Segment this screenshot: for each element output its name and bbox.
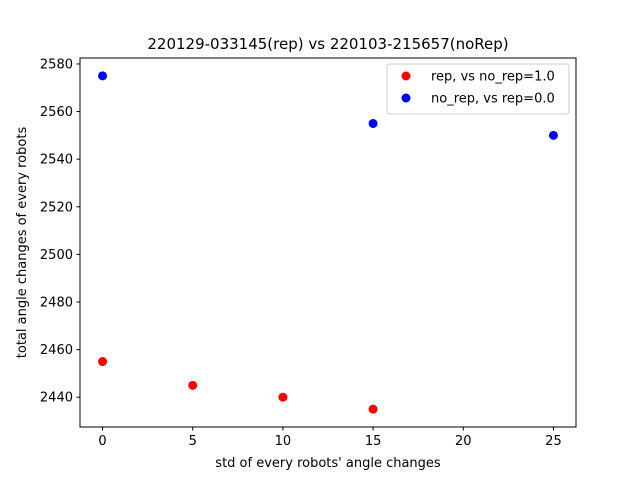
legend-label-rep: rep, vs no_rep=1.0 <box>431 70 555 85</box>
x-tick-label: 0 <box>98 434 106 449</box>
x-tick-label: 20 <box>455 434 472 449</box>
legend-marker-rep <box>401 71 411 81</box>
x-tick-label: 25 <box>545 434 562 449</box>
y-tick-label: 2580 <box>40 57 73 72</box>
legend-marker-no-rep <box>401 93 411 103</box>
chart-title: 220129-033145(rep) vs 220103-215657(noRe… <box>147 35 508 53</box>
x-tick-label: 10 <box>275 434 292 449</box>
plot-frame <box>79 57 577 428</box>
axis-ticks: 0 5 10 15 20 25 2440 2460 2480 2500 2520 2540 2560 25… <box>40 57 562 449</box>
data-point-rep <box>98 357 108 367</box>
y-tick-label: 2500 <box>40 248 73 263</box>
y-tick-label: 2440 <box>40 391 73 406</box>
legend-label-no-rep: no_rep, vs rep=0.0 <box>431 92 555 107</box>
legend: rep, vs no_rep=1.0 no_rep, vs rep=0.0 <box>386 63 570 115</box>
legend-box <box>386 63 570 115</box>
y-tick-label: 2560 <box>40 105 73 120</box>
data-point-rep <box>278 392 288 402</box>
y-tick-label: 2540 <box>40 153 73 168</box>
x-axis-label: std of every robots' angle changes <box>215 456 441 471</box>
data-point-no-rep <box>368 118 378 128</box>
y-tick-label: 2480 <box>40 296 73 311</box>
data-point-rep <box>368 404 378 414</box>
y-axis-label: total angle changes of every robots <box>15 127 30 359</box>
x-tick-label: 5 <box>189 434 197 449</box>
x-tick-label: 15 <box>365 434 382 449</box>
data-point-rep <box>188 380 198 390</box>
y-tick-label: 2520 <box>40 200 73 215</box>
data-point-no-rep <box>98 71 108 81</box>
y-tick-label: 2460 <box>40 343 73 358</box>
data-points <box>98 71 558 414</box>
data-point-no-rep <box>548 130 558 140</box>
